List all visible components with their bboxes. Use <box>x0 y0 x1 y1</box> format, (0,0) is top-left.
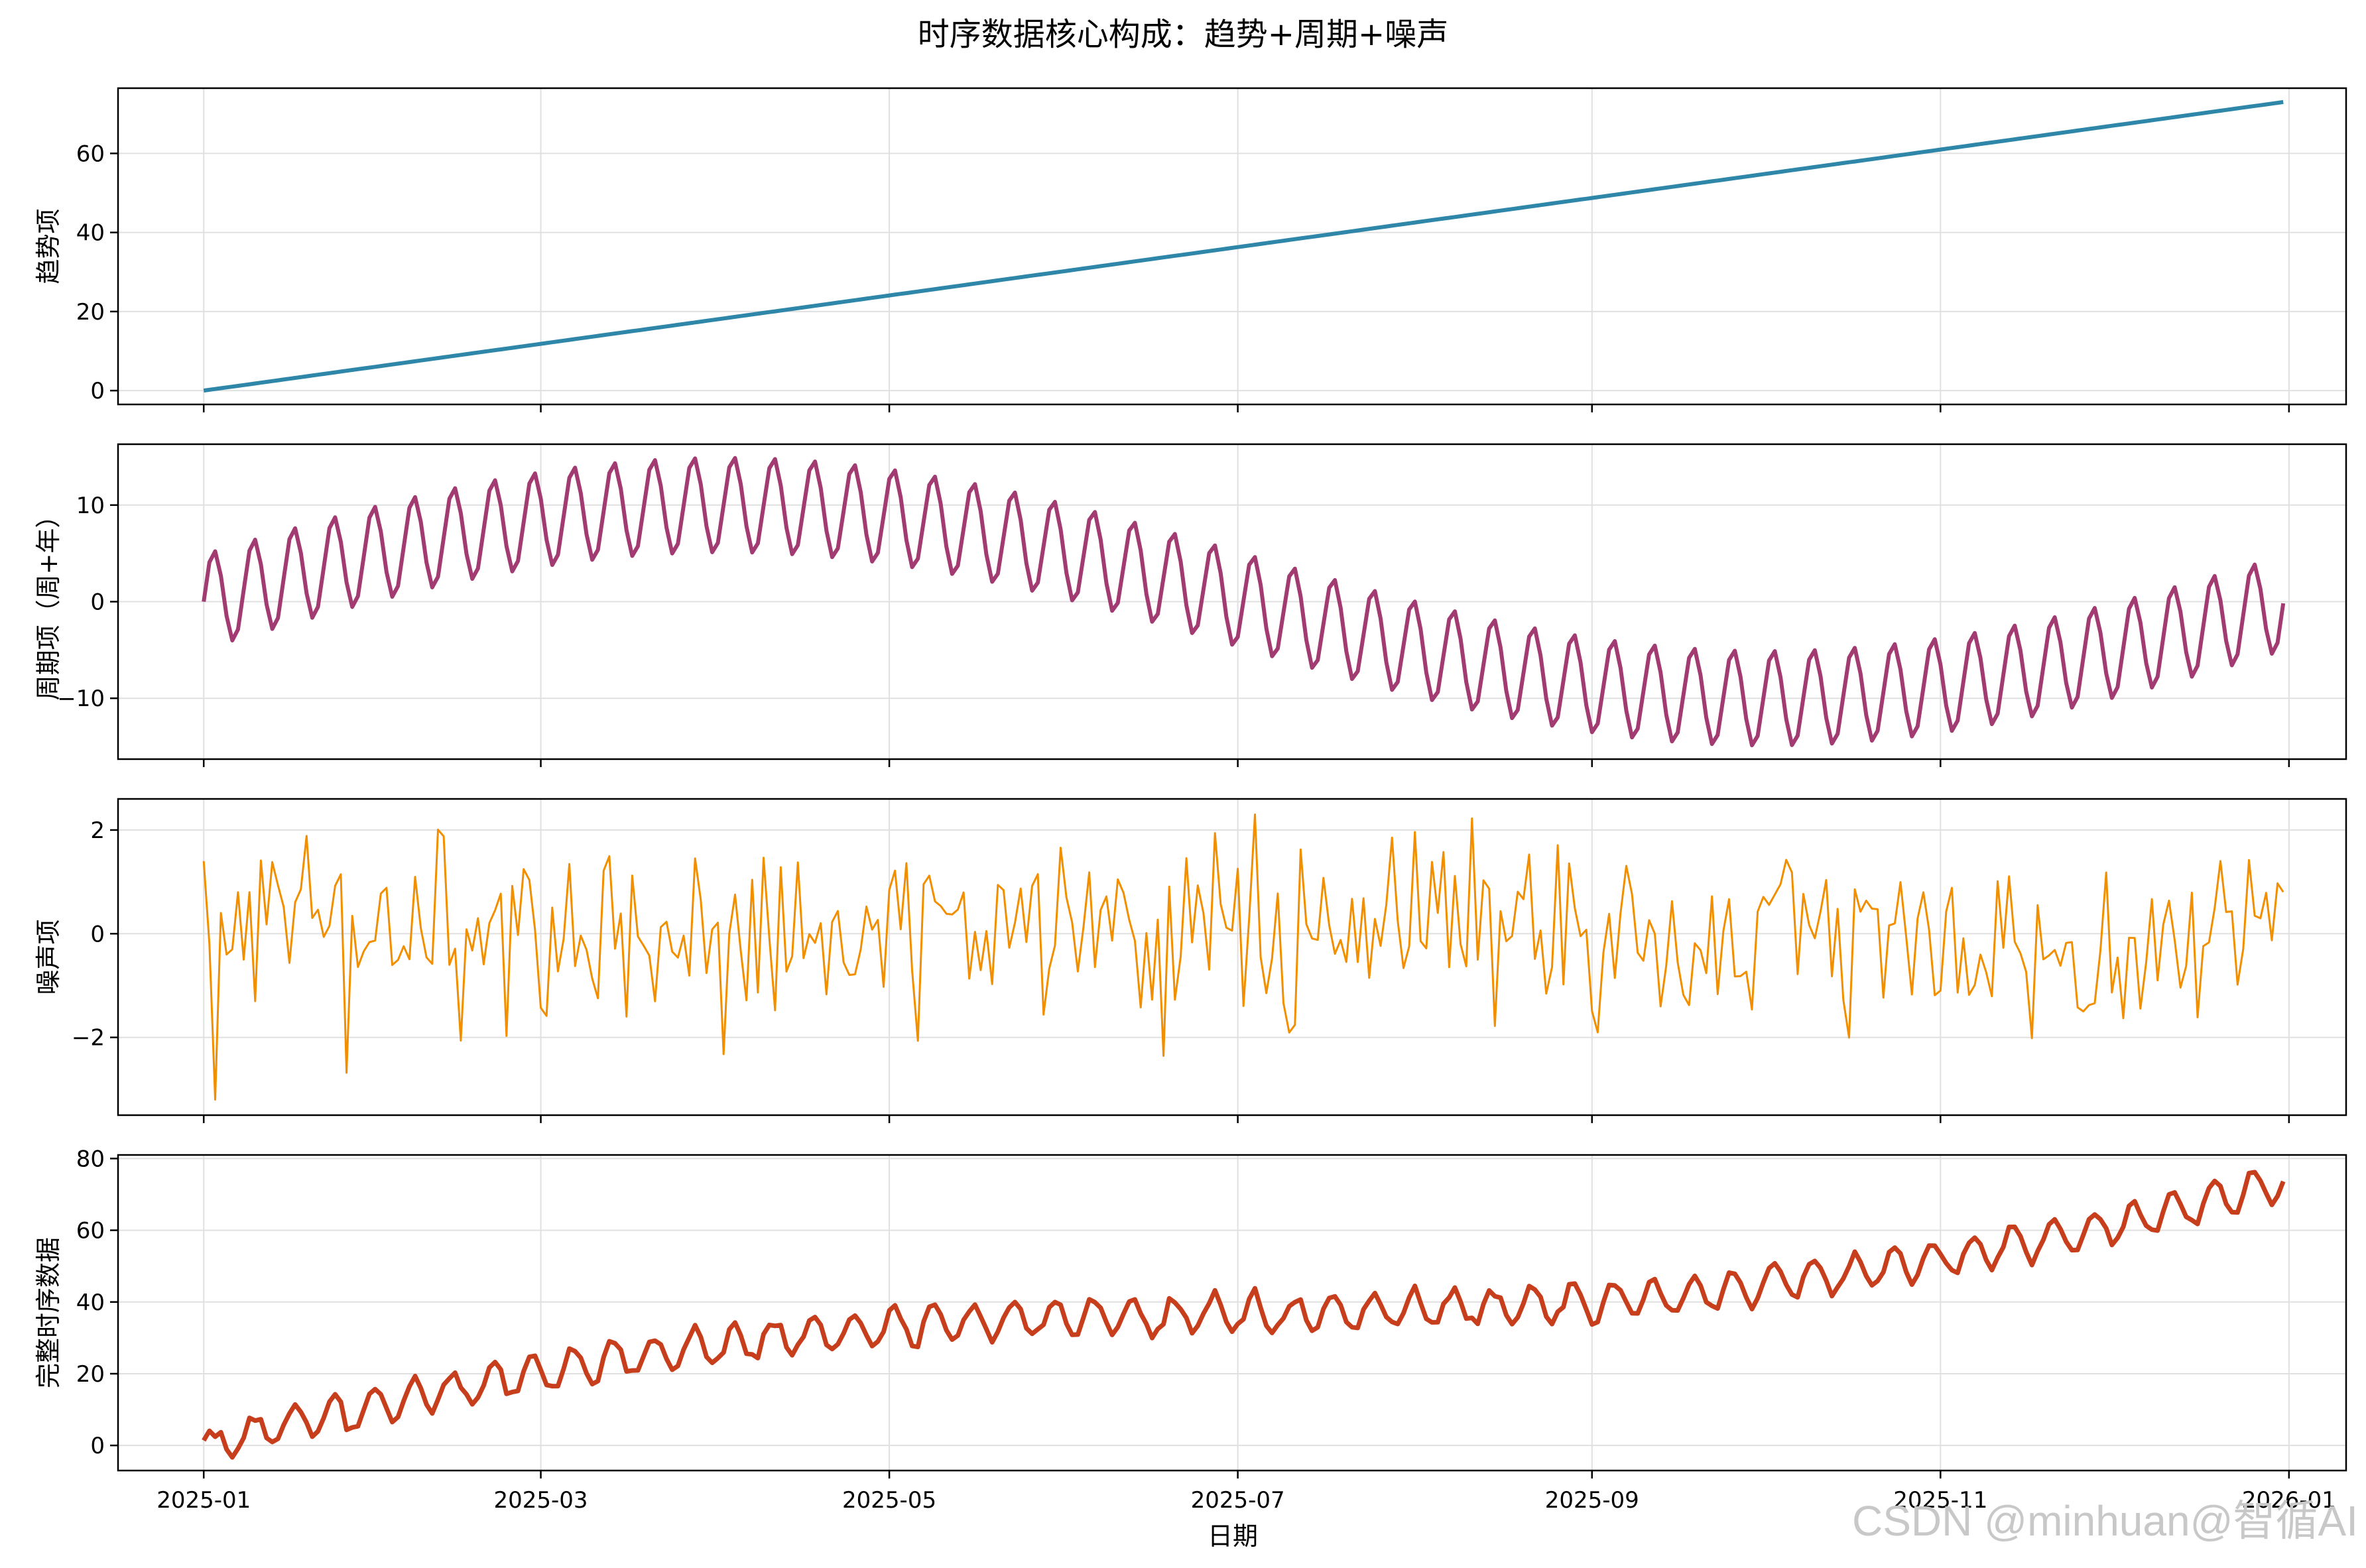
y-tick-label: −2 <box>72 1025 105 1052</box>
y-axis-label: 噪声项 <box>34 919 63 995</box>
x-tick-label: 2025-09 <box>1545 1487 1639 1514</box>
y-tick-label: 20 <box>76 1361 105 1388</box>
seasonal-subplot: −10 0 10 周期项（周+年） <box>34 443 2347 767</box>
y-tick-label: 0 <box>90 378 105 404</box>
y-tick-label: −10 <box>57 686 105 712</box>
axes-frame <box>117 798 2347 1116</box>
y-tick-label: 20 <box>76 299 105 326</box>
x-tick-label: 2025-01 <box>156 1487 251 1514</box>
y-tick-label: 60 <box>76 141 105 167</box>
y-tick-label: 0 <box>90 921 105 947</box>
y-tick-label: 40 <box>76 1290 105 1316</box>
watermark: CSDN @minhuan@智循AI <box>1851 1497 2358 1545</box>
y-tick-label: 40 <box>76 220 105 247</box>
x-tick-label: 2025-11 <box>1893 1487 1987 1514</box>
y-axis-label: 完整时序数据 <box>34 1237 63 1388</box>
y-axis-label: 趋势项 <box>34 208 63 284</box>
figure-title: 时序数据核心构成：趋势+周期+噪声 <box>918 16 1448 53</box>
x-tick-label: 2025-03 <box>494 1487 588 1514</box>
trend-subplot: 0 20 40 60 趋势项 <box>34 87 2347 412</box>
full-series-subplot: 0 20 40 60 80 2025-01 2025-03 2025-05 2025-07 202… <box>34 1146 2347 1514</box>
series-line <box>202 1170 2286 1460</box>
axes-frame <box>117 87 2347 406</box>
y-tick-label: 80 <box>76 1146 105 1172</box>
y-tick-label: 2 <box>90 817 105 844</box>
x-axis-label: 日期 <box>1208 1522 1258 1551</box>
noise-subplot: −2 0 2 噪声项 <box>34 798 2347 1123</box>
y-axis-label: 周期项（周+年） <box>34 503 63 701</box>
y-tick-label: 60 <box>76 1218 105 1244</box>
y-tick-label: 10 <box>76 493 105 519</box>
x-tick-label: 2025-05 <box>842 1487 936 1514</box>
x-tick-label: 2026-01 <box>2242 1487 2336 1514</box>
series-line <box>202 455 2286 748</box>
axes-frame <box>117 1154 2347 1472</box>
y-tick-label: 0 <box>90 589 105 616</box>
series-line <box>203 99 2284 393</box>
y-tick-label: 0 <box>90 1433 105 1459</box>
series-line <box>202 814 2284 1101</box>
x-tick-label: 2025-07 <box>1191 1487 1285 1514</box>
